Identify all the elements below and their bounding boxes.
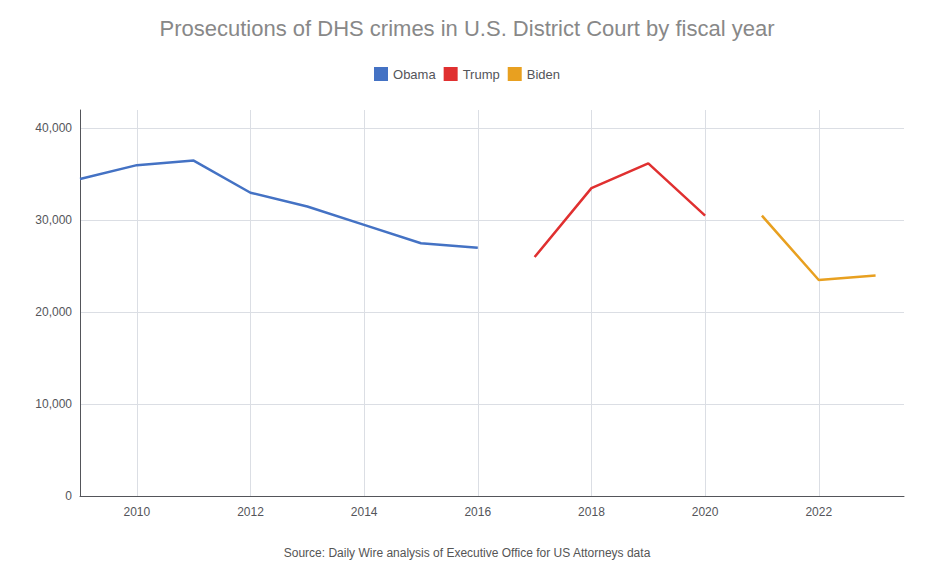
svg-text:2016: 2016: [464, 505, 491, 519]
svg-text:2020: 2020: [692, 505, 719, 519]
svg-text:10,000: 10,000: [35, 397, 72, 411]
svg-text:30,000: 30,000: [35, 213, 72, 227]
svg-text:20,000: 20,000: [35, 305, 72, 319]
svg-text:Obama: Obama: [393, 67, 436, 82]
svg-text:2022: 2022: [805, 505, 832, 519]
svg-text:2010: 2010: [123, 505, 150, 519]
svg-text:0: 0: [65, 489, 72, 503]
svg-text:40,000: 40,000: [35, 121, 72, 135]
svg-text:2012: 2012: [237, 505, 264, 519]
svg-text:2018: 2018: [578, 505, 605, 519]
svg-text:2014: 2014: [351, 505, 378, 519]
svg-text:Prosecutions of DHS crimes in: Prosecutions of DHS crimes in U.S. Distr…: [160, 16, 775, 41]
svg-text:Source: Daily Wire analysis of: Source: Daily Wire analysis of Executive…: [284, 546, 651, 560]
svg-text:Trump: Trump: [463, 67, 500, 82]
svg-text:Biden: Biden: [527, 67, 560, 82]
